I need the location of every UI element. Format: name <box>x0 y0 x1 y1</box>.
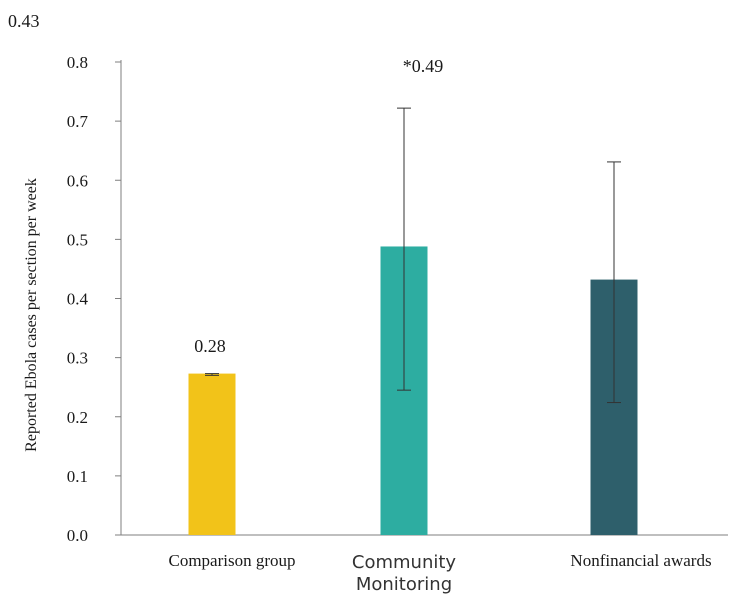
y-axis-ticks: 0.0 0.1 0.2 0.3 0.4 0.5 0.6 0.7 0.8 <box>67 53 121 545</box>
x-tick-label: Nonfinancial awards <box>570 551 711 570</box>
x-tick-label: Comparison group <box>168 551 295 570</box>
x-tick-label: Community Monitoring <box>352 552 457 595</box>
y-tick-label: 0.1 <box>67 467 88 486</box>
bar <box>188 373 236 535</box>
data-labels: 0.28 *0.49 0.43 <box>8 11 443 356</box>
y-tick-label: 0.4 <box>67 290 89 309</box>
data-label: *0.49 <box>403 56 444 76</box>
y-tick-label: 0.5 <box>67 230 88 249</box>
data-label: 0.28 <box>194 336 226 356</box>
data-label: 0.43 <box>8 11 40 31</box>
y-tick-label: 0.2 <box>67 408 88 427</box>
x-axis-tick-labels: Comparison group Community Monitoring Nonfi… <box>168 551 711 595</box>
y-tick-label: 0.8 <box>67 53 88 72</box>
y-axis-label: Reported Ebola cases per section per wee… <box>23 178 40 452</box>
y-tick-label: 0.6 <box>67 171 88 190</box>
y-tick-label: 0.7 <box>67 112 89 131</box>
y-tick-label: 0.3 <box>67 349 88 368</box>
bars <box>188 246 638 535</box>
y-tick-label: 0.0 <box>67 526 88 545</box>
error-bars <box>205 107 621 404</box>
